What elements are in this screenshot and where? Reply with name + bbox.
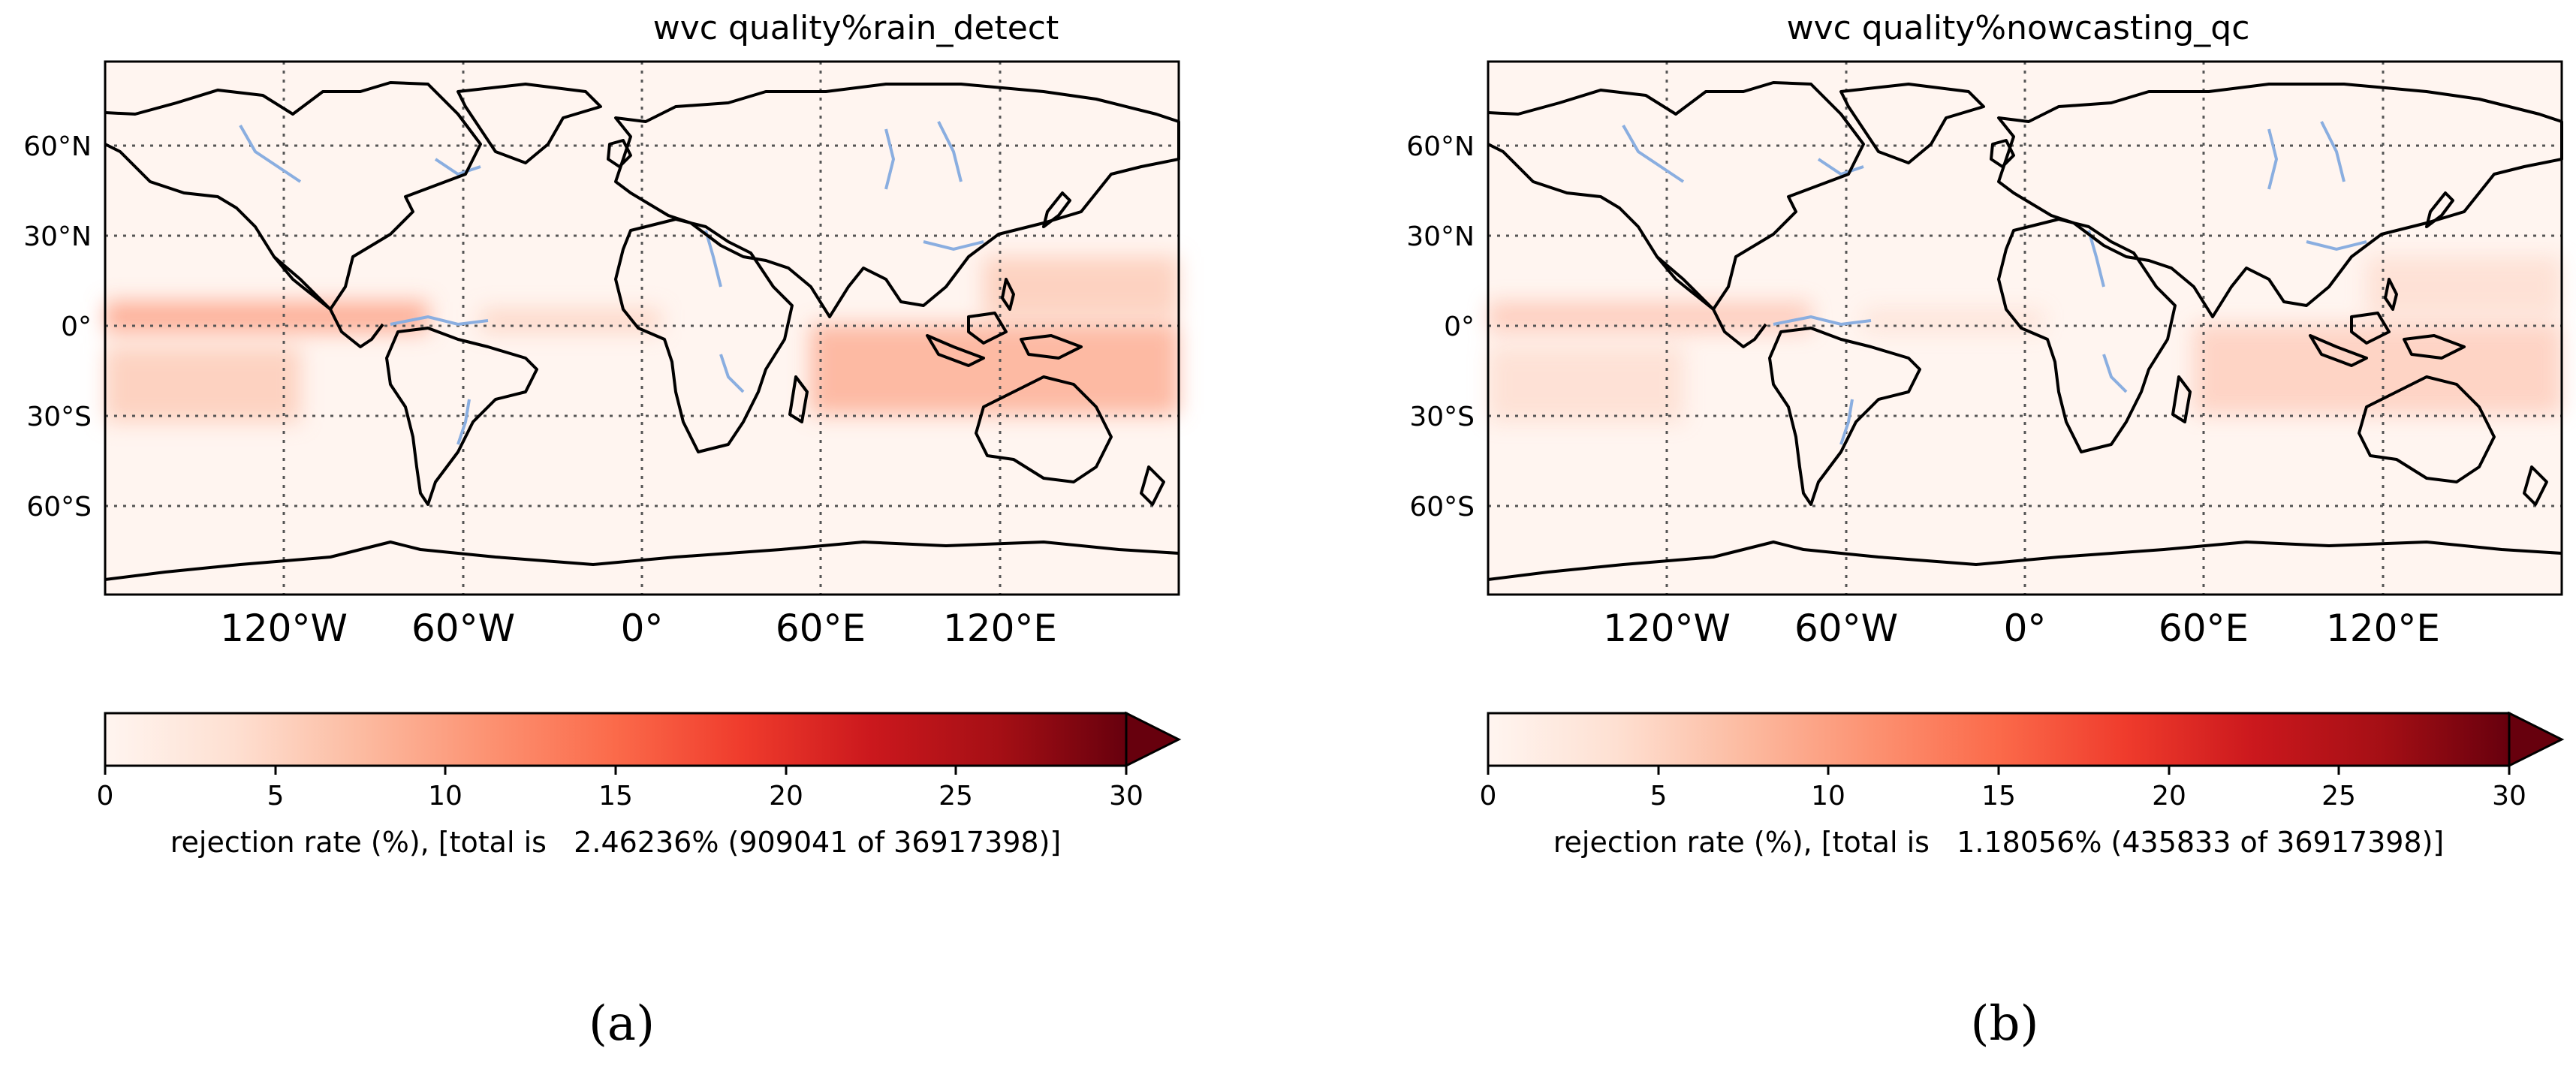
caption-b: (b)	[1971, 996, 2039, 1052]
colorbar-label-a: rejection rate (%), [total is 2.46236% (…	[170, 826, 1062, 859]
lon-label-120e-a: 120°E	[943, 607, 1057, 650]
band-indian-ocean	[811, 324, 1179, 414]
lon-label-60e-a: 60°E	[776, 607, 866, 650]
map-title-b: wvc quality%nowcasting_qc	[1787, 9, 2250, 47]
colorbar-tick-0-a: 0	[97, 781, 114, 812]
colorbar-tick-25-b: 25	[2321, 781, 2356, 812]
lon-label-60w-a: 60°W	[411, 607, 515, 650]
colorbar-tick-25-a: 25	[939, 781, 973, 812]
band-itcz-pacific	[105, 302, 428, 332]
lat-label-30s-b: 30°S	[1409, 402, 1475, 432]
map-border-a	[104, 60, 1180, 596]
gridlines-b	[1488, 62, 2562, 595]
colorbar-tick-0-b: 0	[1480, 781, 1497, 812]
lon-label-120e-b: 120°E	[2326, 607, 2440, 650]
colorbar-tick-5-a: 5	[267, 781, 285, 812]
colorbar-label-b: rejection rate (%), [total is 1.18056% (…	[1553, 826, 2445, 859]
band-nw-pacific	[984, 257, 1179, 317]
lat-label-0-b: 0°	[1444, 312, 1475, 342]
lat-label-30n-b: 30°N	[1406, 221, 1475, 252]
lon-label-0-a: 0°	[621, 607, 664, 650]
lat-label-60n-b: 60°N	[1406, 131, 1475, 162]
caption-a: (a)	[589, 996, 655, 1052]
band-south-pacific-b	[1488, 347, 1683, 422]
colorbar-gradient-b	[1487, 712, 2511, 767]
colorbar-b: 0 5 10 15 20 25 30 rejection rate (%), […	[1480, 711, 2565, 859]
lon-label-60e-b: 60°E	[2159, 607, 2249, 650]
colorbar-tick-20-a: 20	[769, 781, 803, 812]
panel-b: wvc quality%nowcasting_qc	[1406, 9, 2565, 1052]
colorbar-gradient-a	[104, 712, 1128, 767]
lon-label-120w-a: 120°W	[220, 607, 348, 650]
band-nw-pacific-b	[2367, 257, 2562, 317]
map-title-a: wvc quality%rain_detect	[653, 9, 1059, 47]
colorbar-tick-15-b: 15	[1981, 781, 2016, 812]
lat-label-30n-a: 30°N	[23, 221, 92, 252]
lon-label-60w-b: 60°W	[1794, 607, 1898, 650]
colorbar-tick-5-b: 5	[1650, 781, 1668, 812]
colorbar-tick-20-b: 20	[2152, 781, 2186, 812]
colorbar-extend-arrow-b	[2508, 711, 2565, 768]
colorbar-ticks-a	[104, 766, 1128, 775]
lat-label-0-a: 0°	[61, 312, 92, 342]
colorbar-ticks-b	[1487, 766, 2511, 775]
panel-a: wvc quality%rain_detect	[23, 9, 1182, 1052]
colorbar-tick-10-b: 10	[1811, 781, 1845, 812]
lat-label-60s-b: 60°S	[1409, 492, 1475, 522]
heatmap-bands-b	[1488, 257, 2562, 422]
band-indian-ocean-b	[2194, 324, 2562, 414]
lat-label-60s-a: 60°S	[26, 492, 92, 522]
band-itcz-pacific-b	[1488, 302, 1811, 332]
lat-label-60n-a: 60°N	[23, 131, 92, 162]
map-frame-b	[1487, 60, 2563, 596]
lon-label-120w-b: 120°W	[1603, 607, 1731, 650]
colorbar-tick-15-a: 15	[598, 781, 633, 812]
colorbar-extend-arrow-a	[1125, 711, 1182, 768]
colorbar-tick-30-a: 30	[1109, 781, 1143, 812]
lat-label-30s-a: 30°S	[26, 402, 92, 432]
colorbar-tick-10-a: 10	[428, 781, 462, 812]
colorbar-tick-30-b: 30	[2492, 781, 2526, 812]
colorbar-a: 0 5 10 15 20 25 30 rejection rate (%), […	[97, 711, 1182, 859]
map-frame-a	[104, 60, 1180, 596]
lon-label-0-b: 0°	[2004, 607, 2047, 650]
band-south-pacific	[105, 347, 300, 422]
gridlines-a	[105, 62, 1179, 595]
map-border-b	[1487, 60, 2563, 596]
